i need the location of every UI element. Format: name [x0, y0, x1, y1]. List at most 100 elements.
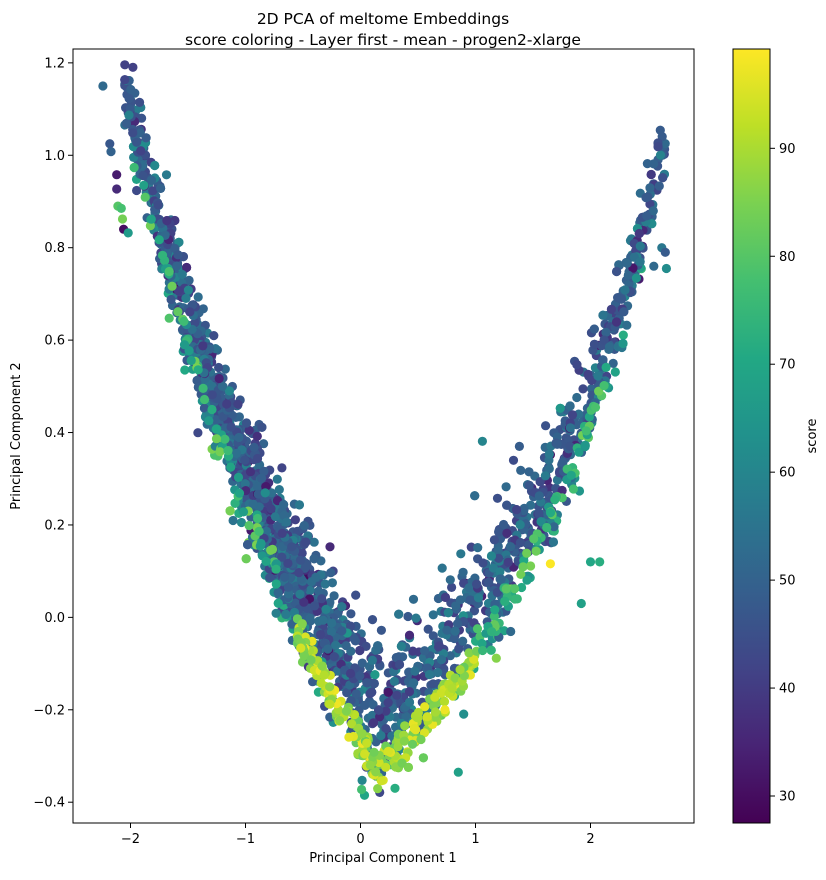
scatter-point: [590, 402, 601, 412]
scatter-point: [211, 424, 221, 434]
y-tick-label: −0.2: [33, 703, 65, 718]
scatter-point: [437, 563, 447, 573]
scatter-point: [408, 594, 419, 604]
scatter-point: [550, 495, 560, 505]
scatter-point: [493, 546, 503, 556]
scatter-point: [316, 630, 326, 640]
y-axis-ticks: −0.4 −0.2 0.0 0.2 0.4 0.6 0.8 1.0 1.2: [33, 56, 73, 811]
scatter-point: [277, 463, 287, 473]
scatter-point: [153, 200, 163, 210]
scatter-point: [300, 562, 310, 572]
scatter-point: [365, 760, 375, 770]
scatter-point: [445, 575, 455, 585]
scatter-point: [346, 621, 356, 631]
scatter-point: [209, 331, 219, 341]
scatter-point: [294, 500, 304, 510]
colorbar-ticks: 30 40 50 60 70 80 90: [770, 142, 796, 805]
scatter-point: [464, 648, 474, 658]
scatter-point: [256, 473, 267, 483]
scatter-point: [124, 35, 133, 44]
scatter-point: [489, 535, 499, 545]
y-tick-label: 1.2: [44, 56, 65, 71]
scatter-point: [510, 594, 520, 604]
scatter-point: [566, 470, 576, 480]
scatter-point: [360, 700, 370, 710]
scatter-point: [223, 446, 233, 456]
scatter-point: [534, 491, 544, 501]
scatter-point: [424, 670, 435, 680]
scatter-point: [459, 709, 469, 719]
colorbar-tick-label: 50: [779, 574, 796, 589]
scatter-point: [598, 310, 608, 320]
colorbar-tick-label: 40: [779, 682, 796, 697]
scatter-point: [369, 747, 379, 757]
scatter-point: [295, 589, 305, 599]
scatter-point: [565, 441, 575, 451]
scatter-point: [660, 247, 670, 257]
scatter-point: [243, 540, 253, 550]
scatter-point: [141, 133, 151, 143]
scatter-point: [154, 235, 164, 245]
colorbar-tick-label: 70: [779, 358, 796, 373]
scatter-point: [529, 534, 539, 544]
scatter-point: [524, 480, 534, 490]
scatter-point: [290, 515, 300, 525]
scatter-point: [400, 721, 410, 731]
scatter-point: [500, 596, 510, 606]
scatter-point: [283, 558, 293, 569]
scatter-point: [199, 394, 210, 405]
scatter-point: [514, 441, 525, 451]
scatter-point: [394, 609, 404, 619]
scatter-point: [240, 455, 250, 465]
scatter-point: [455, 595, 465, 605]
scatter-point: [296, 643, 306, 653]
scatter-point: [649, 261, 659, 271]
scatter-point: [376, 625, 386, 635]
scatter-point: [635, 257, 645, 267]
scatter-point: [655, 125, 665, 135]
scatter-point: [327, 578, 337, 588]
scatter-point: [449, 633, 459, 644]
scatter-point: [120, 60, 130, 70]
scatter-point: [283, 582, 293, 592]
scatter-point: [541, 421, 551, 431]
scatter-point: [305, 585, 315, 596]
scatter-point: [491, 653, 501, 663]
scatter-point: [351, 689, 361, 699]
scatter-point: [598, 355, 608, 365]
scatter-point: [568, 484, 579, 494]
scatter-point: [267, 544, 278, 555]
scatter-point: [164, 266, 174, 277]
scatter-point: [252, 431, 262, 441]
scatter-point: [193, 292, 203, 302]
scatter-point: [635, 241, 645, 251]
scatter-point: [392, 690, 402, 700]
scatter-point: [337, 602, 347, 612]
scatter-point: [369, 678, 379, 689]
scatter-point: [138, 171, 148, 181]
scatter-point: [266, 504, 276, 514]
scatter-point: [408, 646, 418, 656]
scatter-point: [316, 678, 326, 688]
scatter-point: [139, 180, 149, 190]
scatter-points: [98, 35, 672, 800]
scatter-point: [146, 214, 156, 224]
scatter-point: [536, 517, 546, 527]
scatter-point: [140, 192, 150, 202]
scatter-point: [440, 705, 450, 715]
scatter-point: [453, 767, 463, 777]
scatter-point: [502, 500, 512, 510]
scatter-point: [318, 615, 328, 625]
scatter-point: [558, 457, 568, 467]
scatter-point: [373, 784, 383, 794]
y-tick-label: 0.8: [44, 241, 65, 256]
scatter-point: [654, 181, 664, 191]
x-tick-label: 2: [586, 832, 594, 847]
y-tick-label: −0.4: [33, 796, 65, 811]
scatter-point: [331, 640, 341, 650]
scatter-point: [578, 384, 588, 394]
scatter-point: [465, 595, 475, 605]
scatter-point: [574, 447, 584, 457]
scatter-point: [325, 699, 335, 709]
scatter-point: [423, 624, 433, 634]
